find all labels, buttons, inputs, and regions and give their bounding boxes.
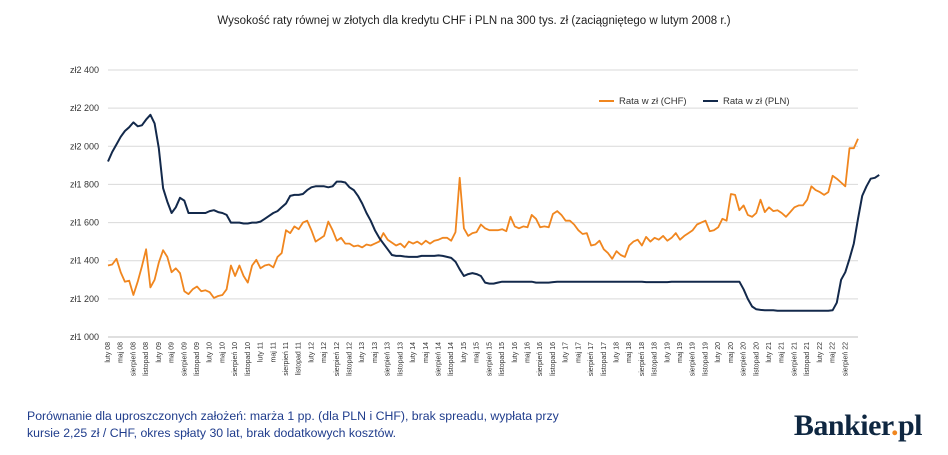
x-tick-label: sierpień 19: [690, 342, 697, 376]
gridlines: [108, 69, 858, 300]
x-tick-label: listopad 17: [601, 342, 608, 376]
y-tick-label: zł1 800: [70, 179, 99, 189]
x-tick-label: maj 17: [575, 342, 582, 363]
x-tick-label: luty 15: [461, 342, 468, 363]
x-tick-label: listopad 18: [652, 342, 659, 376]
x-tick-label: luty 13: [359, 342, 366, 363]
brand-name: Bankier: [793, 409, 892, 442]
x-tick-label: listopad 12: [347, 342, 354, 376]
x-tick-label: sierpień 12: [334, 342, 341, 376]
x-tick-label: listopad 14: [448, 342, 455, 376]
x-tick-label: luty 17: [563, 342, 570, 363]
x-tick-label: luty 09: [156, 342, 163, 363]
legend-item-pln: Rata w zł (PLN): [703, 96, 790, 107]
x-tick-label: luty 20: [715, 342, 722, 363]
x-tick-label: luty 14: [410, 342, 417, 363]
x-tick-label: sierpień 16: [537, 342, 544, 376]
x-tick-label: sierpień 10: [232, 342, 239, 376]
x-tick-label: maj 13: [372, 342, 379, 363]
x-tick-label: luty 08: [105, 342, 112, 363]
x-tick-label: sierpień 20: [741, 342, 748, 376]
x-tick-label: sierpień 21: [791, 342, 798, 376]
y-tick-label: zł1 600: [70, 218, 99, 228]
x-tick-label: listopad 11: [296, 342, 303, 375]
x-tick-label: listopad 21: [804, 342, 811, 376]
x-tick-label: maj 16: [524, 342, 531, 363]
x-tick-label: maj 12: [321, 342, 328, 363]
x-tick-label: maj 21: [779, 342, 786, 363]
legend-item-chf: Rata w zł (CHF): [599, 96, 687, 107]
x-tick-label: listopad 10: [245, 342, 252, 376]
chart-title: Wysokość raty równej w złotych dla kredy…: [217, 15, 731, 27]
x-tick-label: sierpień 15: [486, 342, 493, 376]
x-tick-label: sierpień 09: [181, 342, 188, 376]
y-axis: zł1 000 zł1 200 zł1 400 zł1 600 zł1 800 zł2 0…: [70, 65, 99, 342]
x-tick-label: luty 16: [512, 342, 519, 363]
x-tick-label: luty 10: [207, 342, 214, 363]
y-tick-label: zł2 400: [70, 65, 99, 75]
series-line-pln: [107, 113, 880, 312]
legend-label-chf: Rata w zł (CHF): [619, 96, 687, 107]
brand-tld: pl: [897, 409, 923, 442]
brand-dot: .: [890, 409, 899, 442]
y-tick-label: zł1 200: [70, 294, 99, 304]
x-tick-label: sierpień 08: [130, 342, 137, 376]
bankier-logo: Bankier.pl: [793, 409, 923, 443]
x-tick-label: maj 19: [677, 342, 684, 363]
y-tick-label: zł2 200: [70, 103, 99, 113]
x-tick-label: listopad 09: [194, 342, 201, 376]
x-tick-label: luty 11: [258, 342, 265, 362]
x-tick-label: maj 08: [118, 342, 125, 363]
x-tick-label: listopad 16: [550, 342, 557, 376]
line-chart: zł1 000 zł1 200 zł1 400 zł1 600 zł1 800 zł2 0…: [70, 65, 880, 376]
legend: Rata w zł (CHF) Rata w zł (PLN): [599, 96, 790, 107]
x-tick-label: luty 22: [817, 342, 824, 363]
x-tick-label: sierpień 17: [588, 342, 595, 376]
x-tick-label: maj 22: [830, 342, 837, 363]
x-tick-label: listopad 08: [143, 342, 150, 376]
x-tick-label: listopad 15: [499, 342, 506, 376]
x-tick-label: maj 11: [270, 342, 277, 363]
x-tick-label: maj 15: [474, 342, 481, 363]
x-tick-label: luty 19: [664, 342, 671, 363]
y-tick-label: zł1 000: [70, 332, 99, 342]
x-tick-label: maj 14: [423, 342, 430, 363]
x-tick-label: listopad 13: [397, 342, 404, 376]
footnote: Porównanie dla uproszczonych założeń: ma…: [27, 409, 559, 440]
x-axis: luty 08 maj 08 sierpień 08 listopad 08 luty …: [105, 342, 849, 376]
y-tick-label: zł1 400: [70, 256, 99, 266]
series-lines: [107, 113, 880, 312]
legend-label-pln: Rata w zł (PLN): [723, 96, 790, 107]
x-tick-label: sierpień 22: [842, 342, 849, 376]
x-tick-label: maj 18: [626, 342, 633, 363]
x-tick-label: sierpień 13: [385, 342, 392, 376]
x-tick-label: maj 09: [169, 342, 176, 363]
x-tick-label: sierpień 18: [639, 342, 646, 376]
x-tick-label: sierpień 11: [283, 342, 290, 376]
series-line-chf: [107, 138, 859, 299]
x-tick-label: maj 10: [219, 342, 226, 363]
x-tick-label: luty 18: [613, 342, 620, 363]
x-tick-label: luty 12: [308, 342, 315, 363]
x-tick-label: luty 21: [766, 342, 773, 363]
x-tick-label: sierpień 14: [436, 342, 443, 376]
y-tick-label: zł2 000: [70, 141, 99, 151]
x-tick-label: maj 20: [728, 342, 735, 363]
x-tick-label: listopad 20: [753, 342, 760, 376]
x-tick-label: listopad 19: [702, 342, 709, 376]
